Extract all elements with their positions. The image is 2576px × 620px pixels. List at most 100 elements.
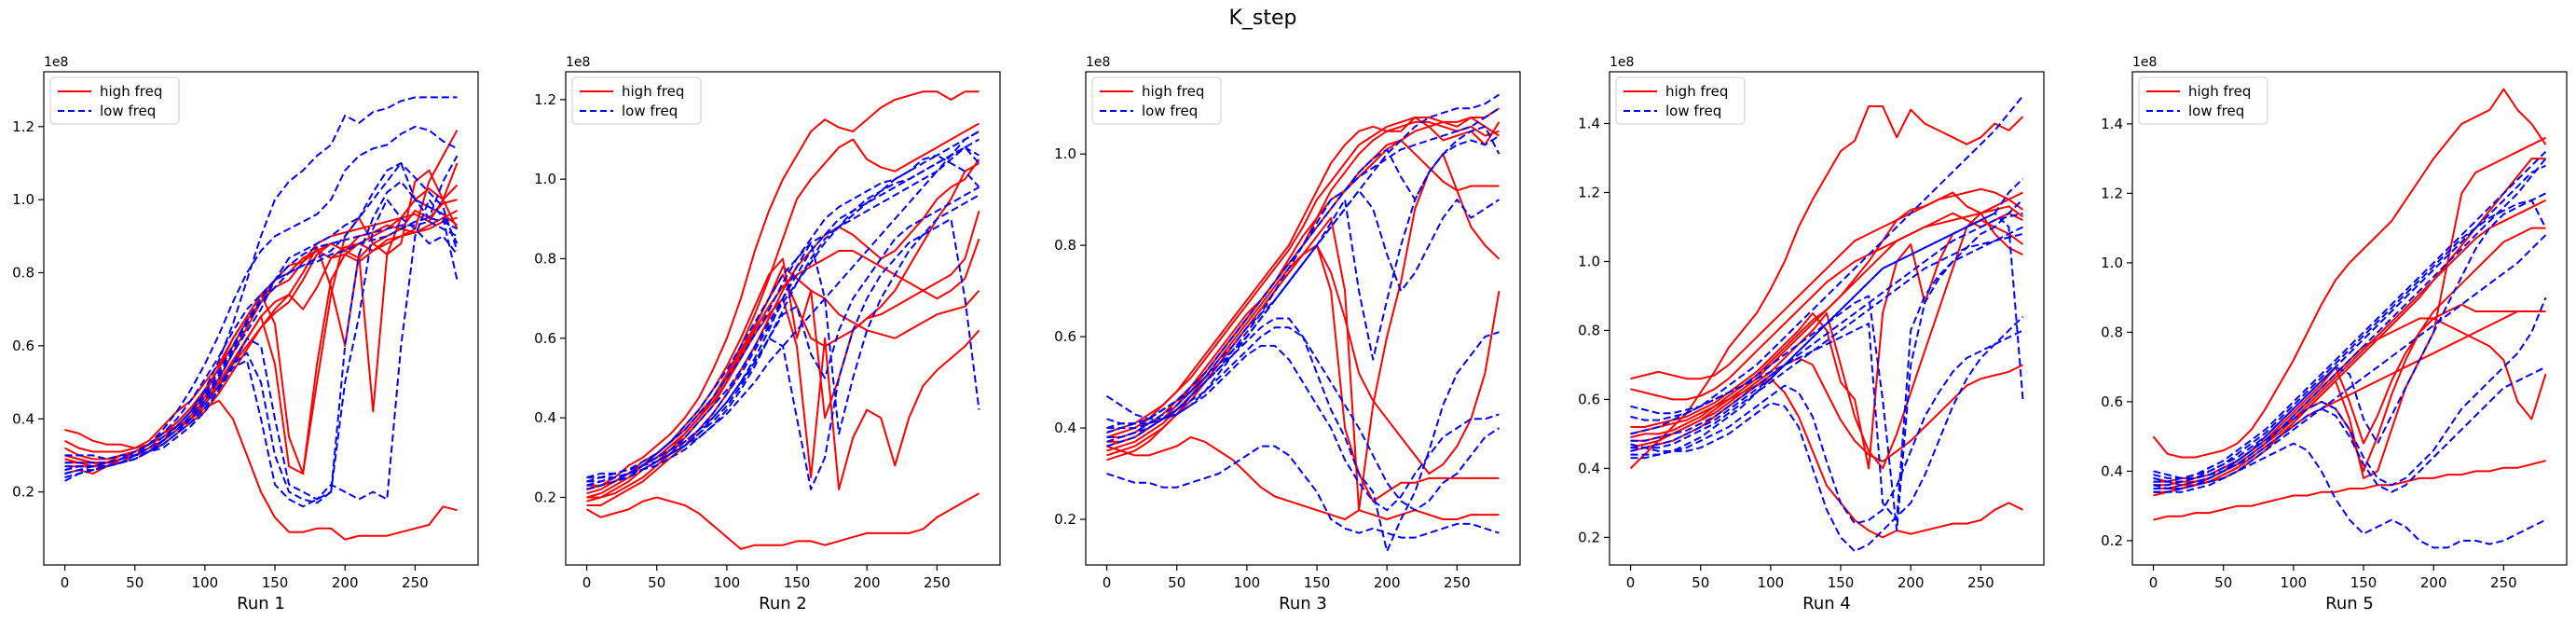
x-tick-label: 50 <box>1692 574 1709 591</box>
x-axis-label: Run 1 <box>237 594 285 613</box>
legend-box <box>571 76 702 125</box>
x-tick-label: 0 <box>582 574 592 591</box>
low-freq-line-17 <box>2153 150 2547 483</box>
y-tick-label: 0.4 <box>12 410 34 427</box>
x-axis-label: Run 4 <box>1802 594 1851 613</box>
chart-panel-3: 0 50 100 150 200 250 0.2 0.4 0.6 0.8 1.0 1e8 Run 3 hi… <box>1054 55 1521 613</box>
y-offset-label: 1e8 <box>2132 55 2157 70</box>
x-tick-label: 250 <box>924 574 951 591</box>
x-tick-label: 100 <box>714 574 741 591</box>
high-freq-line-4 <box>1630 378 2023 539</box>
y-tick-label: 1.4 <box>2101 116 2123 132</box>
chart-panel-1: 0 50 100 150 200 250 0.2 0.4 0.6 0.8 1.0 1.2 1e8 Run … <box>12 55 479 613</box>
low-freq-line-10 <box>64 96 458 482</box>
low-freq-line-10 <box>2153 158 2547 479</box>
x-tick-label: 50 <box>1168 574 1185 591</box>
x-tick-label: 200 <box>1898 574 1925 591</box>
low-freq-line-13 <box>1630 177 2024 460</box>
legend-high-freq-label: high freq <box>1142 83 1204 100</box>
low-freq-line-17 <box>1106 125 1500 443</box>
x-tick-label: 200 <box>332 574 359 591</box>
x-tick-label: 150 <box>1304 574 1331 591</box>
y-tick-label: 0.6 <box>1054 328 1076 345</box>
series-group <box>1105 93 1500 553</box>
high-freq-line-6 <box>64 184 459 475</box>
x-tick-label: 200 <box>2420 574 2447 591</box>
y-tick-label: 1.2 <box>12 118 34 135</box>
legend: high freq low freq <box>2138 76 2268 125</box>
y-tick-label: 0.8 <box>1578 322 1600 338</box>
low-freq-line-15 <box>64 199 459 501</box>
x-tick-label: 150 <box>262 574 289 591</box>
axes-frame <box>1609 71 2045 566</box>
y-tick-label: 0.4 <box>1578 460 1600 476</box>
y-tick-label: 0.4 <box>1054 420 1076 436</box>
low-freq-line-11 <box>2153 442 2546 549</box>
legend-box <box>2138 76 2268 125</box>
low-freq-line-14 <box>1106 317 1500 553</box>
y-offset-label: 1e8 <box>1610 55 1634 70</box>
low-freq-line-16 <box>586 154 980 487</box>
y-tick-label: 1.0 <box>2101 255 2123 271</box>
low-freq-line-12 <box>1106 344 1500 512</box>
series-group <box>2152 88 2547 549</box>
low-freq-line-18 <box>2153 234 2547 493</box>
axes-frame <box>43 71 479 566</box>
low-freq-line-18 <box>1630 232 2023 452</box>
high-freq-line-3 <box>1106 120 1500 448</box>
x-tick-label: 250 <box>1967 574 1994 591</box>
y-tick-label: 0.4 <box>2101 462 2123 479</box>
high-freq-line-9 <box>586 211 980 503</box>
high-freq-line-1 <box>1629 105 2024 470</box>
y-tick-label: 1.4 <box>1578 115 1600 131</box>
x-tick-label: 150 <box>1828 574 1855 591</box>
low-freq-line-12 <box>2153 296 2547 487</box>
low-freq-line-14 <box>2153 199 2547 487</box>
x-tick-label: 0 <box>61 574 70 591</box>
y-tick-label: 1.0 <box>534 171 556 187</box>
series-group <box>586 90 980 550</box>
low-freq-line-16 <box>1106 134 1500 434</box>
high-freq-line-2 <box>1106 117 1500 438</box>
high-freq-line-1 <box>64 399 458 541</box>
high-freq-line-8 <box>2153 227 2546 483</box>
x-tick-label: 200 <box>854 574 881 591</box>
y-tick-label: 0.8 <box>1054 237 1076 254</box>
x-tick-label: 250 <box>1444 574 1471 591</box>
low-freq-line-18 <box>586 146 980 479</box>
high-freq-line-8 <box>1630 191 2023 470</box>
high-freq-line-2 <box>2153 460 2546 521</box>
high-freq-line-7 <box>1106 244 1500 503</box>
legend-low-freq-label: low freq <box>622 103 678 119</box>
high-freq-line-4 <box>1106 107 1500 434</box>
high-freq-line-2 <box>586 90 980 490</box>
y-tick-label: 0.6 <box>1578 391 1600 407</box>
high-freq-line-1 <box>586 492 980 550</box>
y-tick-label: 0.2 <box>1578 529 1600 545</box>
y-tick-label: 0.2 <box>12 484 34 501</box>
chart-panel-4: 0 50 100 150 200 250 0.2 0.4 0.6 0.8 1.0 1.2 1.4 1e8 R… <box>1578 55 2045 613</box>
low-freq-line-15 <box>1106 107 1500 448</box>
series-group <box>1629 95 2024 553</box>
y-tick-label: 1.2 <box>1578 184 1600 200</box>
y-tick-label: 1.0 <box>1054 145 1076 162</box>
low-freq-line-10 <box>586 131 980 479</box>
high-freq-line-4 <box>64 210 458 464</box>
y-tick-label: 1.2 <box>534 91 556 108</box>
x-tick-label: 150 <box>2350 574 2377 591</box>
high-freq-line-6 <box>1106 153 1500 512</box>
legend: high freq low freq <box>1091 76 1222 125</box>
legend-box <box>1615 76 1746 125</box>
high-freq-line-9 <box>1630 212 2023 439</box>
x-tick-label: 250 <box>402 574 429 591</box>
low-freq-line-11 <box>64 125 458 478</box>
high-freq-line-7 <box>64 162 459 475</box>
axes-frame <box>2131 71 2568 566</box>
y-offset-label: 1e8 <box>1086 55 1110 70</box>
low-freq-line-17 <box>586 217 980 490</box>
legend-high-freq-label: high freq <box>1665 83 1728 100</box>
legend-low-freq-label: low freq <box>1665 103 1721 119</box>
y-tick-label: 0.6 <box>12 338 34 354</box>
chart-panel-5: 0 50 100 150 200 250 0.2 0.4 0.6 0.8 1.0 1.2 1.4 1e8 R… <box>2101 55 2568 613</box>
y-tick-label: 0.8 <box>534 251 556 268</box>
